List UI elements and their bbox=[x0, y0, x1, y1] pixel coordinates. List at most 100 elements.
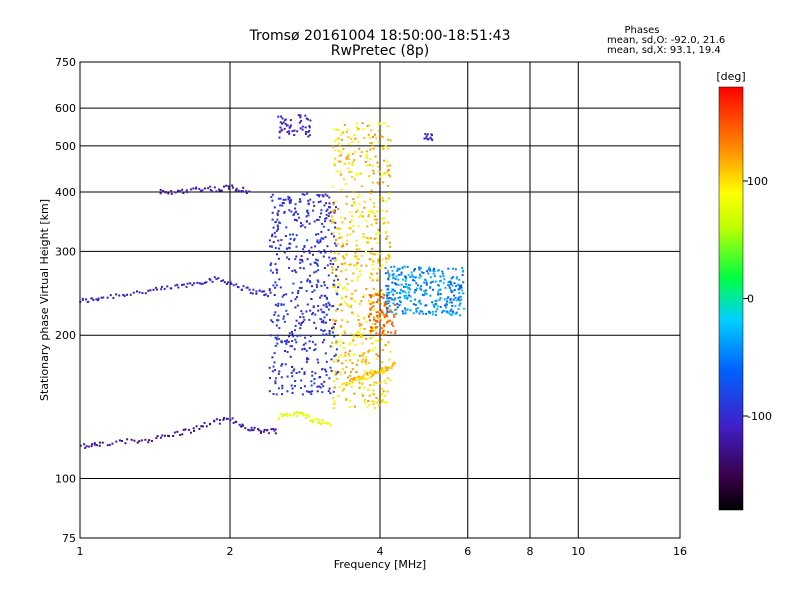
data-point bbox=[341, 221, 344, 224]
data-point bbox=[185, 285, 188, 288]
data-point bbox=[447, 284, 449, 286]
data-point bbox=[308, 280, 311, 283]
data-point bbox=[176, 430, 179, 433]
data-point bbox=[388, 311, 391, 313]
data-point bbox=[271, 370, 274, 373]
data-point bbox=[367, 388, 369, 391]
data-point bbox=[439, 293, 442, 296]
data-point bbox=[373, 133, 376, 136]
data-point bbox=[319, 386, 322, 389]
data-point bbox=[375, 371, 378, 374]
data-point bbox=[386, 300, 389, 303]
data-point bbox=[360, 264, 363, 267]
data-point bbox=[391, 298, 394, 301]
data-point bbox=[372, 172, 375, 175]
data-point bbox=[286, 390, 289, 393]
data-point bbox=[437, 284, 440, 286]
data-point bbox=[277, 197, 280, 200]
data-point bbox=[286, 131, 289, 133]
data-point bbox=[381, 258, 384, 261]
data-point bbox=[369, 276, 371, 279]
data-point bbox=[384, 172, 387, 175]
data-point bbox=[307, 390, 310, 393]
data-point bbox=[374, 326, 377, 329]
data-point bbox=[108, 443, 111, 446]
data-point bbox=[390, 323, 393, 326]
data-point bbox=[324, 295, 327, 298]
data-point bbox=[311, 313, 314, 316]
data-point bbox=[343, 382, 346, 385]
data-point bbox=[301, 312, 304, 315]
data-point bbox=[296, 335, 299, 338]
data-point bbox=[392, 313, 395, 316]
data-point bbox=[373, 407, 376, 410]
data-point bbox=[277, 257, 280, 260]
data-point bbox=[337, 129, 340, 131]
data-point bbox=[332, 263, 335, 266]
data-point bbox=[427, 272, 430, 275]
data-point bbox=[109, 294, 112, 297]
data-point bbox=[424, 133, 427, 135]
data-point bbox=[383, 317, 386, 320]
data-point bbox=[393, 265, 396, 268]
data-point bbox=[311, 340, 314, 343]
data-point bbox=[307, 131, 310, 134]
data-point bbox=[349, 233, 351, 236]
data-point bbox=[344, 371, 346, 374]
data-point bbox=[293, 134, 296, 136]
data-point bbox=[375, 237, 378, 240]
data-point bbox=[367, 300, 370, 302]
data-point bbox=[299, 327, 302, 330]
data-point bbox=[328, 212, 331, 215]
data-point bbox=[358, 216, 361, 219]
data-point bbox=[423, 289, 426, 292]
data-point bbox=[323, 281, 326, 284]
data-point bbox=[378, 122, 381, 125]
data-point bbox=[370, 375, 373, 378]
data-point bbox=[344, 269, 347, 271]
data-point bbox=[341, 383, 344, 386]
data-point bbox=[348, 350, 351, 353]
data-point bbox=[345, 157, 348, 160]
data-point bbox=[376, 181, 379, 184]
data-point bbox=[381, 387, 384, 390]
data-point bbox=[358, 193, 361, 196]
data-point bbox=[407, 291, 410, 294]
data-point bbox=[280, 364, 283, 367]
data-point bbox=[319, 296, 322, 299]
data-point bbox=[155, 437, 158, 440]
data-point bbox=[330, 369, 333, 372]
data-point bbox=[289, 414, 292, 417]
data-point bbox=[293, 368, 296, 371]
data-point bbox=[372, 135, 374, 138]
data-point bbox=[377, 130, 380, 133]
x-tick-labels: 1 2 4 6 8 10 16 bbox=[77, 545, 688, 558]
data-point bbox=[314, 245, 317, 248]
data-point bbox=[387, 169, 390, 171]
data-point bbox=[140, 439, 143, 442]
data-point bbox=[333, 355, 336, 358]
data-point bbox=[322, 195, 325, 198]
data-point bbox=[432, 303, 435, 306]
data-point bbox=[438, 280, 441, 283]
data-point bbox=[235, 187, 238, 190]
data-point bbox=[93, 442, 96, 445]
data-point bbox=[199, 190, 202, 192]
data-point bbox=[349, 359, 351, 362]
data-point bbox=[95, 298, 98, 301]
data-point bbox=[345, 384, 348, 387]
data-point bbox=[190, 431, 192, 434]
data-point bbox=[314, 313, 317, 316]
data-point bbox=[328, 256, 331, 259]
data-point bbox=[338, 237, 341, 239]
data-point bbox=[373, 212, 376, 215]
data-point bbox=[291, 269, 294, 272]
data-point bbox=[326, 194, 329, 197]
data-point bbox=[242, 190, 244, 193]
data-point bbox=[378, 381, 381, 384]
data-point bbox=[308, 129, 311, 132]
data-point bbox=[218, 419, 221, 421]
data-point bbox=[412, 303, 415, 306]
data-point bbox=[334, 373, 337, 376]
data-point bbox=[373, 381, 376, 384]
